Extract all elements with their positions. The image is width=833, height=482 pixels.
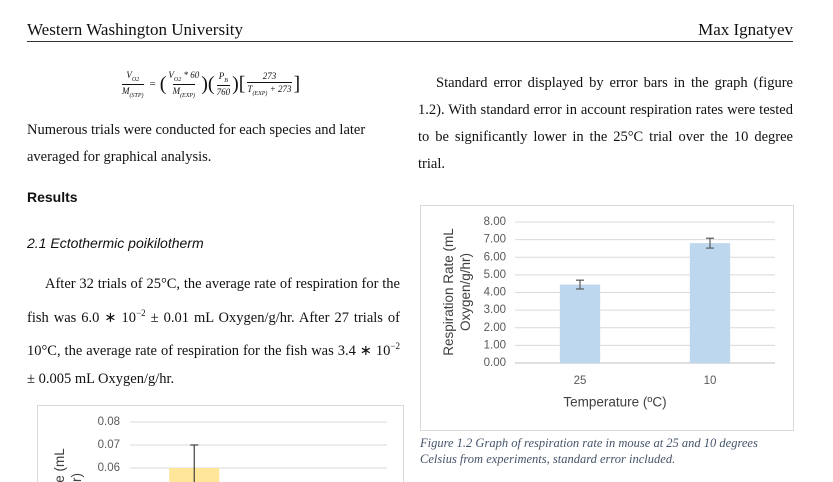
subscript: (EXP) [180, 92, 196, 99]
text-run: After 32 trials of 25°C, the average rat… [27, 276, 400, 326]
equation-text: 760 [216, 87, 231, 98]
text-run: ± 0.005 mL Oxygen/g/hr. [27, 371, 175, 388]
numerator: PB [219, 71, 228, 85]
paragraph: Standard error displayed by error bars i… [418, 75, 793, 172]
error-bar [190, 444, 199, 482]
denominator: M(STP) [122, 83, 144, 99]
y-tick-label: 0.07 [98, 439, 120, 451]
bracket: ) [232, 72, 239, 95]
subscript: B [224, 78, 228, 85]
y-axis-label: Respiration Rate (mL Oxygen/g/hr) [441, 228, 473, 356]
fraction: VO2 * 60 M(EXP) [168, 70, 199, 99]
equation-text: M [122, 85, 130, 96]
bracket: ( [159, 72, 167, 95]
y-tick-label: 2.00 [484, 322, 506, 334]
subscript: (EXP) [252, 91, 268, 98]
fraction: 273 T(EXP) + 273 [247, 71, 292, 98]
x-tick-label: 10 [704, 375, 717, 387]
equation-text: * 60 [181, 70, 200, 80]
equation-text: V [126, 70, 132, 80]
bracket: ) [201, 72, 208, 95]
y-tick-label: 3.00 [484, 304, 506, 316]
error-bar [706, 237, 714, 249]
equation: VO2 M(STP) =(VO2 * 60 M(EXP))(PB 760)[273 T(E… [120, 70, 300, 99]
denominator: T(EXP) + 273 [247, 82, 292, 98]
y-tick-label: 0.08 [98, 416, 120, 428]
y-tick-label: 4.00 [484, 287, 506, 299]
section-heading: 2.1 Ectothermic poikilotherm [27, 235, 204, 251]
equation-text: + 273 [267, 84, 292, 95]
bracket: ( [207, 72, 215, 95]
header-rule [27, 41, 793, 42]
denominator: M(EXP) [172, 83, 196, 99]
equation-text: T [247, 84, 253, 95]
header-right: Max Ignatyev [698, 20, 793, 39]
x-axis-label: Temperature (ºC) [563, 395, 666, 410]
subscript: O2 [173, 76, 182, 83]
x-tick-label: 25 [574, 375, 587, 387]
y-tick-label: 7.00 [484, 234, 506, 246]
fraction: VO2 M(STP) [122, 70, 144, 99]
figure-caption: Figure 1.2 Graph of respiration rate in … [420, 436, 758, 466]
fraction: PB 760 [216, 71, 231, 98]
superscript: −2 [136, 307, 146, 318]
y-tick-label: 8.00 [484, 216, 506, 228]
paragraph: Numerous trials were conducted for each … [27, 122, 366, 165]
y-tick-label: 0.06 [98, 462, 120, 474]
equation-text: M [172, 85, 181, 96]
numerator: VO2 [126, 70, 139, 84]
y-tick-label: 5.00 [484, 269, 506, 281]
numerator: VO2 * 60 [168, 70, 199, 84]
bracket: ] [293, 72, 301, 95]
y-tick-label: 0.00 [484, 357, 506, 369]
denominator: 760 [216, 85, 231, 98]
text-run: ± 0.01 mL Oxygen/g/hr. After 27 trials o… [27, 309, 401, 359]
equation-text: P [218, 71, 225, 82]
equation-text: 273 [262, 71, 277, 82]
bar [689, 243, 731, 363]
subscript: O2 [131, 76, 140, 83]
bar [559, 284, 601, 363]
bracket: [ [238, 72, 246, 95]
subscript: (STP) [129, 92, 144, 99]
paragraph: After 32 trials of 25°C, the average rat… [27, 270, 400, 394]
superscript: −2 [390, 340, 400, 351]
y-tick-label: 6.00 [484, 251, 506, 263]
error-bar [576, 279, 584, 290]
chart-frame [37, 405, 404, 482]
numerator: 273 [263, 71, 277, 82]
y-tick-label: 1.00 [484, 339, 506, 351]
header-left: Western Washington University [27, 20, 244, 39]
results-heading: Results [27, 189, 78, 205]
equals: = [149, 78, 156, 91]
equation-text: V [168, 70, 174, 80]
y-axis-label: Respiration Rate (mL Oxygen/g/hr) [51, 437, 85, 482]
chart-frame [420, 205, 794, 431]
